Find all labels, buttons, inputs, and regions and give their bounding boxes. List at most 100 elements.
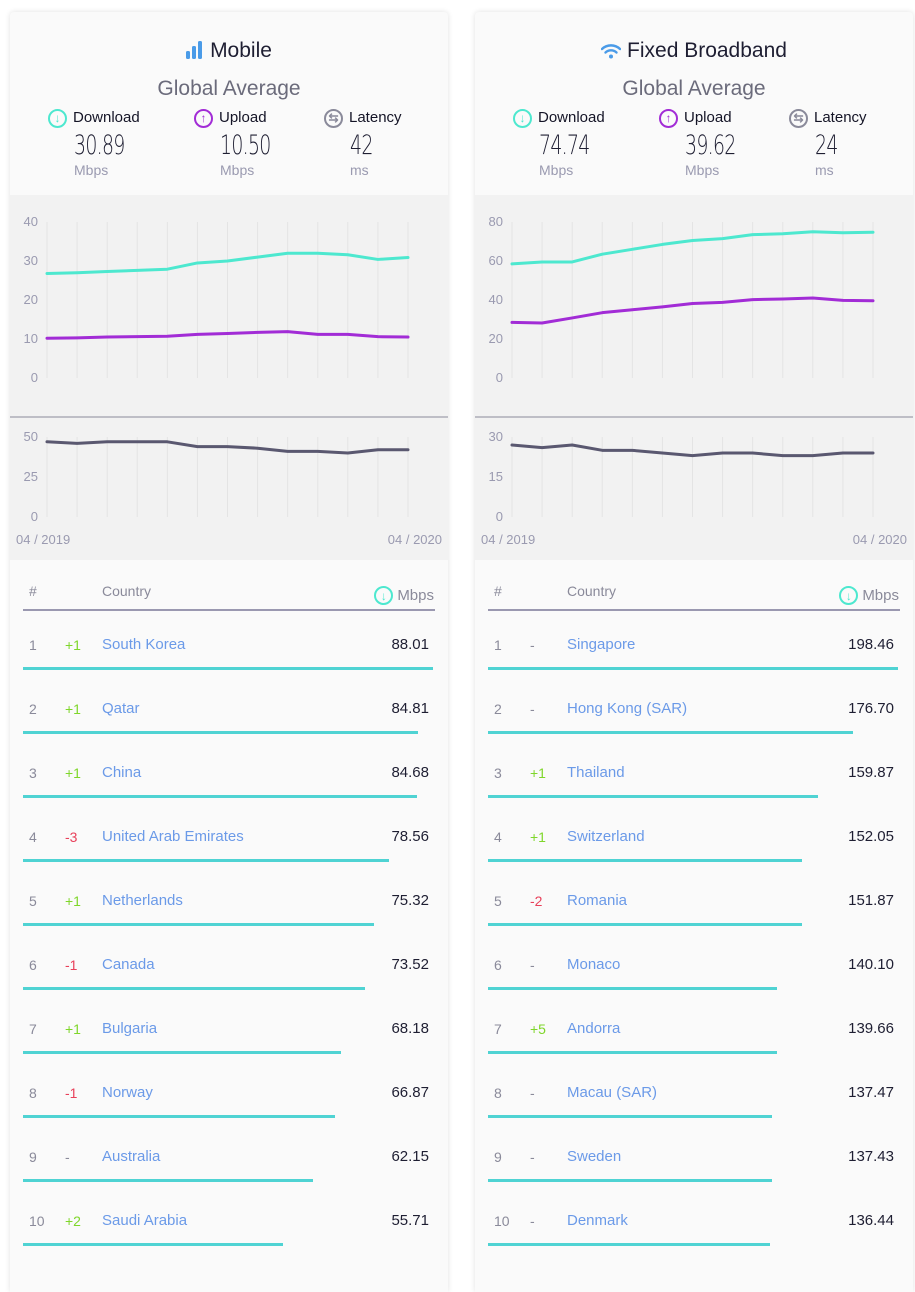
panel-title-text: Fixed Broadband bbox=[627, 39, 787, 62]
speed-bar bbox=[23, 987, 366, 990]
rank-change: - bbox=[530, 1149, 535, 1165]
table-row: 4 -3 United Arab Emirates 78.56 bbox=[23, 812, 435, 876]
speed-value: 151.87 bbox=[848, 892, 894, 909]
speed-bar bbox=[488, 1179, 772, 1182]
country-link[interactable]: Singapore bbox=[567, 636, 636, 653]
rank: 7 bbox=[29, 1021, 37, 1037]
latency-tick-label: 15 bbox=[489, 469, 503, 484]
download-line bbox=[45, 251, 410, 275]
table-row: 10 - Denmark 136.44 bbox=[488, 1196, 900, 1260]
metric-download: ↓ Download 30.89 Mbps bbox=[48, 108, 178, 179]
metric-unit: Mbps bbox=[74, 162, 109, 178]
speed-value: 137.47 bbox=[848, 1084, 894, 1101]
metric-latency: ⇆ Latency 42 ms bbox=[324, 108, 454, 179]
country-link[interactable]: Bulgaria bbox=[102, 1020, 158, 1037]
column-speed[interactable]: ↓ Mbps bbox=[839, 586, 899, 605]
rank-change: -1 bbox=[65, 1085, 78, 1101]
panel-title-text: Mobile bbox=[210, 39, 272, 62]
country-link[interactable]: Monaco bbox=[567, 956, 621, 973]
latency-line bbox=[510, 443, 875, 458]
speed-value: 198.46 bbox=[848, 636, 894, 653]
rank: 5 bbox=[494, 893, 502, 909]
latency-line bbox=[45, 440, 410, 455]
latency-tick-label: 30 bbox=[489, 429, 503, 444]
y-tick-label: 60 bbox=[489, 253, 503, 268]
latency-icon: ⇆ bbox=[789, 108, 808, 128]
metric-value: 30.89 bbox=[74, 130, 125, 161]
column-speed[interactable]: ↓ Mbps bbox=[374, 586, 434, 605]
y-tick-label: 80 bbox=[489, 214, 503, 229]
rank-change: -1 bbox=[65, 957, 78, 973]
table-row: 9 - Australia 62.15 bbox=[23, 1132, 435, 1196]
country-link[interactable]: Romania bbox=[567, 892, 628, 909]
country-link[interactable]: Qatar bbox=[102, 700, 140, 717]
column-country[interactable]: Country bbox=[567, 583, 617, 599]
speed-bar bbox=[488, 667, 898, 670]
table-row: 7 +5 Andorra 139.66 bbox=[488, 1004, 900, 1068]
metric-label: Latency bbox=[814, 109, 867, 126]
country-link[interactable]: Sweden bbox=[567, 1148, 622, 1165]
speed-bar bbox=[23, 731, 419, 734]
latency-tick-label: 25 bbox=[24, 469, 38, 484]
country-link[interactable]: Switzerland bbox=[567, 828, 645, 845]
chart-svg: 80 60 40 20 0 30 15 0 04 / 2019 04 / 2020 bbox=[475, 214, 913, 547]
country-link[interactable]: United Arab Emirates bbox=[102, 828, 244, 845]
upload-line bbox=[45, 330, 410, 340]
country-link[interactable]: Hong Kong (SAR) bbox=[567, 700, 688, 717]
metric-value: 10.50 bbox=[220, 130, 271, 161]
metric-upload: ↑ Upload 39.62 Mbps bbox=[659, 108, 789, 179]
rank: 6 bbox=[29, 957, 37, 973]
rank-change: +5 bbox=[530, 1021, 546, 1037]
rank-change: - bbox=[65, 1149, 70, 1165]
latency-tick-label: 0 bbox=[496, 509, 503, 524]
country-link[interactable]: Thailand bbox=[567, 764, 625, 781]
panel-header: Mobile Global Average ↓ Download 30.89 Mbps ↑ U… bbox=[10, 12, 448, 195]
country-link[interactable]: Canada bbox=[102, 956, 155, 973]
table-row: 3 +1 China 84.68 bbox=[23, 748, 435, 812]
rank: 10 bbox=[29, 1213, 45, 1229]
rank-change: -3 bbox=[65, 829, 78, 845]
header-divider bbox=[23, 609, 435, 611]
metric-value: 24 bbox=[815, 130, 838, 161]
rank: 1 bbox=[494, 637, 502, 653]
metric-label-row: ⇆ Latency bbox=[324, 108, 454, 128]
rank-change: -2 bbox=[530, 893, 543, 909]
rank: 1 bbox=[29, 637, 37, 653]
metric-unit: Mbps bbox=[685, 162, 720, 178]
country-link[interactable]: Netherlands bbox=[102, 892, 183, 909]
metric-label-row: ⇆ Latency bbox=[789, 108, 915, 128]
table-row: 9 - Sweden 137.43 bbox=[488, 1132, 900, 1196]
rank-change: - bbox=[530, 701, 535, 717]
trend-chart: 80 60 40 20 0 30 15 0 04 / 2019 04 / 2020 bbox=[475, 195, 913, 560]
speed-bar bbox=[488, 731, 854, 734]
metric-upload: ↑ Upload 10.50 Mbps bbox=[194, 108, 324, 179]
speed-value: 75.32 bbox=[391, 892, 429, 909]
rank: 7 bbox=[494, 1021, 502, 1037]
rank: 9 bbox=[29, 1149, 37, 1165]
country-link[interactable]: Andorra bbox=[567, 1020, 621, 1037]
panel-title: Mobile bbox=[10, 38, 448, 66]
metric-unit: Mbps bbox=[220, 162, 255, 178]
country-link[interactable]: Norway bbox=[102, 1084, 153, 1101]
country-link[interactable]: South Korea bbox=[102, 636, 186, 653]
panel-mobile: Mobile Global Average ↓ Download 30.89 Mbps ↑ U… bbox=[10, 12, 448, 1292]
speed-value: 159.87 bbox=[848, 764, 894, 781]
country-link[interactable]: China bbox=[102, 764, 142, 781]
rank-change: +1 bbox=[65, 1021, 81, 1037]
country-link[interactable]: Macau (SAR) bbox=[567, 1084, 658, 1101]
y-tick-label: 0 bbox=[496, 370, 503, 385]
metric-label: Download bbox=[538, 109, 605, 126]
metric-label: Upload bbox=[219, 109, 267, 126]
table-row: 8 - Macau (SAR) 137.47 bbox=[488, 1068, 900, 1132]
metric-download: ↓ Download 74.74 Mbps bbox=[513, 108, 643, 179]
trend-chart: 40 30 20 10 0 50 25 0 04 / 2019 04 / 2020 bbox=[10, 195, 448, 560]
country-link[interactable]: Australia bbox=[102, 1148, 161, 1165]
table-row: 5 -2 Romania 151.87 bbox=[488, 876, 900, 940]
country-link[interactable]: Saudi Arabia bbox=[102, 1212, 188, 1229]
speed-value: 176.70 bbox=[848, 700, 894, 717]
country-link[interactable]: Denmark bbox=[567, 1212, 628, 1229]
panel-fixed-broadband: Fixed Broadband Global Average ↓ Download 74… bbox=[475, 12, 913, 1292]
column-country[interactable]: Country bbox=[102, 583, 152, 599]
rank: 4 bbox=[29, 829, 37, 845]
metric-label-row: ↓ Download bbox=[513, 108, 643, 128]
